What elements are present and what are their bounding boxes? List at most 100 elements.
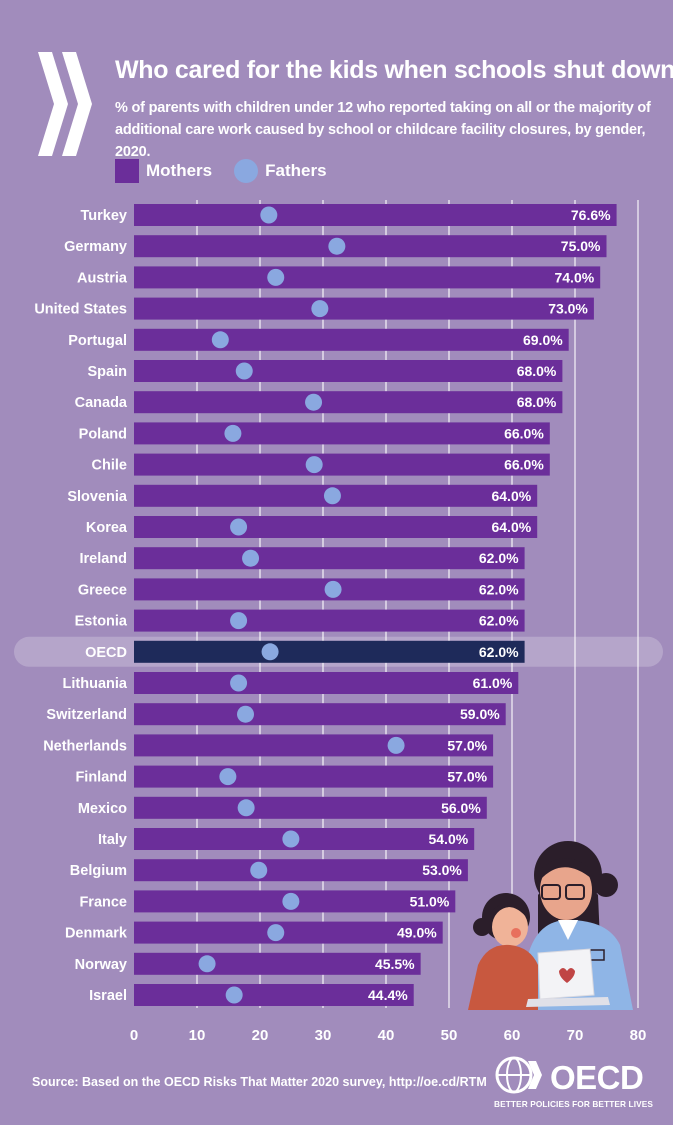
legend-item-mothers: Mothers bbox=[115, 159, 212, 183]
data-label-finland: 57.0% bbox=[447, 769, 487, 785]
category-label-chile: Chile bbox=[92, 458, 127, 474]
data-label-poland: 66.0% bbox=[504, 425, 544, 441]
point-fathers-spain bbox=[235, 362, 253, 380]
point-fathers-israel bbox=[225, 986, 243, 1004]
category-label-united-states: United States bbox=[34, 302, 127, 318]
data-label-estonia: 62.0% bbox=[479, 613, 519, 629]
bar-mothers-spain bbox=[134, 360, 563, 382]
point-fathers-oecd bbox=[261, 643, 279, 661]
data-label-turkey: 76.6% bbox=[571, 207, 611, 223]
category-label-finland: Finland bbox=[75, 770, 127, 786]
category-label-mexico: Mexico bbox=[78, 801, 127, 817]
point-fathers-turkey bbox=[260, 206, 278, 224]
point-fathers-ireland bbox=[242, 549, 260, 567]
category-label-switzerland: Switzerland bbox=[46, 707, 127, 723]
point-fathers-estonia bbox=[230, 612, 248, 630]
point-fathers-france bbox=[282, 892, 300, 910]
legend: Mothers Fathers bbox=[115, 158, 349, 184]
legend-label-fathers: Fathers bbox=[265, 161, 327, 180]
category-label-netherlands: Netherlands bbox=[43, 738, 127, 754]
oecd-tagline: BETTER POLICIES FOR BETTER LIVES bbox=[494, 1099, 654, 1109]
source-note: Source: Based on the OECD Risks That Mat… bbox=[32, 1075, 487, 1089]
category-label-austria: Austria bbox=[77, 270, 128, 286]
category-label-germany: Germany bbox=[64, 239, 127, 255]
x-tick-label-80: 80 bbox=[630, 1027, 647, 1044]
x-tick-label-0: 0 bbox=[130, 1027, 138, 1044]
bar-mothers-finland bbox=[134, 765, 494, 788]
bar-mothers-italy bbox=[134, 828, 475, 850]
data-label-united-states: 73.0% bbox=[548, 301, 588, 317]
x-tick-label-40: 40 bbox=[378, 1027, 395, 1044]
data-label-slovenia: 64.0% bbox=[491, 488, 531, 504]
category-label-estonia: Estonia bbox=[75, 614, 128, 630]
point-fathers-finland bbox=[219, 768, 237, 786]
bar-mothers-portugal bbox=[134, 328, 569, 351]
point-fathers-lithuania bbox=[230, 674, 248, 692]
category-label-korea: Korea bbox=[86, 520, 128, 536]
bar-mothers-switzerland bbox=[134, 703, 506, 726]
point-fathers-poland bbox=[224, 424, 242, 442]
point-fathers-mexico bbox=[237, 799, 255, 817]
data-label-mexico: 56.0% bbox=[441, 800, 481, 816]
bar-mothers-united-states bbox=[134, 297, 594, 320]
legend-swatch-fathers bbox=[234, 159, 259, 183]
data-label-portugal: 69.0% bbox=[523, 332, 563, 348]
legend-label-mothers: Mothers bbox=[146, 161, 213, 180]
point-fathers-portugal bbox=[211, 331, 229, 349]
point-fathers-norway bbox=[198, 955, 216, 973]
point-fathers-greece bbox=[324, 580, 342, 598]
point-fathers-netherlands bbox=[387, 736, 405, 754]
data-label-norway: 45.5% bbox=[375, 956, 415, 972]
data-label-lithuania: 61.0% bbox=[473, 675, 513, 691]
oecd-globe-icon bbox=[495, 1056, 542, 1094]
category-label-spain: Spain bbox=[88, 364, 127, 380]
bar-mothers-denmark bbox=[134, 921, 443, 944]
data-label-france: 51.0% bbox=[410, 893, 450, 909]
point-fathers-korea bbox=[230, 518, 248, 536]
category-label-lithuania: Lithuania bbox=[63, 676, 128, 692]
bar-mothers-poland bbox=[134, 422, 550, 445]
point-fathers-denmark bbox=[267, 924, 285, 942]
data-label-canada: 68.0% bbox=[517, 394, 557, 410]
category-label-belgium: Belgium bbox=[70, 863, 127, 879]
x-tick-label-60: 60 bbox=[504, 1027, 521, 1044]
bar-mothers-germany bbox=[134, 235, 607, 258]
category-label-greece: Greece bbox=[78, 582, 127, 598]
bar-mothers-netherlands bbox=[134, 734, 494, 757]
category-label-portugal: Portugal bbox=[68, 333, 127, 349]
data-label-germany: 75.0% bbox=[561, 238, 601, 254]
x-tick-label-30: 30 bbox=[315, 1027, 332, 1044]
oecd-wordmark: OECD bbox=[550, 1059, 644, 1096]
bar-mothers-turkey bbox=[134, 204, 617, 226]
data-label-switzerland: 59.0% bbox=[460, 706, 500, 722]
bar-mothers-israel bbox=[134, 984, 414, 1006]
bar-mothers-ireland bbox=[134, 547, 525, 570]
x-tick-label-50: 50 bbox=[441, 1027, 458, 1044]
data-label-belgium: 53.0% bbox=[422, 862, 462, 878]
point-fathers-slovenia bbox=[323, 487, 341, 505]
data-label-denmark: 49.0% bbox=[397, 925, 437, 941]
data-label-israel: 44.4% bbox=[368, 987, 408, 1003]
category-label-canada: Canada bbox=[75, 395, 128, 411]
data-label-austria: 74.0% bbox=[554, 269, 594, 285]
category-label-turkey: Turkey bbox=[81, 208, 127, 224]
bar-mothers-canada bbox=[134, 391, 563, 414]
point-fathers-belgium bbox=[250, 861, 268, 879]
category-label-denmark: Denmark bbox=[65, 926, 128, 942]
bar-mothers-mexico bbox=[134, 796, 487, 819]
point-fathers-austria bbox=[267, 268, 285, 286]
data-label-korea: 64.0% bbox=[491, 519, 531, 535]
data-label-chile: 66.0% bbox=[504, 457, 544, 473]
point-fathers-italy bbox=[282, 830, 300, 848]
chart-title: Who cared for the kids when schools shut… bbox=[115, 56, 673, 84]
x-tick-label-70: 70 bbox=[567, 1027, 584, 1044]
point-fathers-germany bbox=[328, 237, 346, 255]
x-tick-label-10: 10 bbox=[189, 1027, 206, 1044]
point-fathers-switzerland bbox=[237, 705, 255, 723]
data-label-ireland: 62.0% bbox=[479, 550, 519, 566]
legend-item-fathers: Fathers bbox=[234, 159, 327, 183]
data-label-spain: 68.0% bbox=[517, 363, 557, 379]
category-label-italy: Italy bbox=[98, 832, 127, 848]
category-label-israel: Israel bbox=[89, 988, 127, 1004]
category-label-oecd: OECD bbox=[85, 645, 127, 661]
